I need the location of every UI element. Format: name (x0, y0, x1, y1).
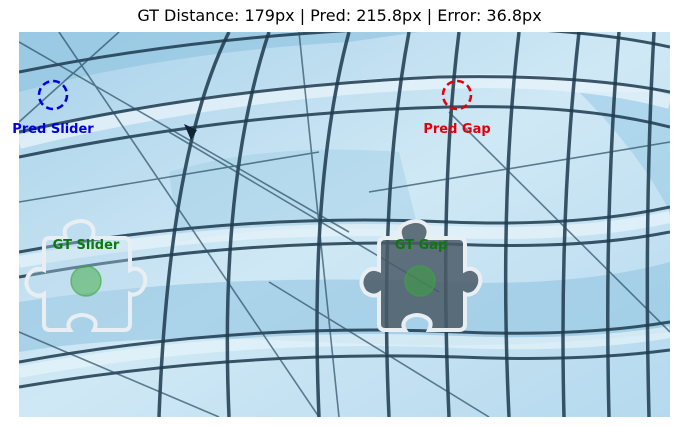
glass-facade-background (19, 32, 670, 417)
pred-slider-label: Pred Slider (12, 122, 94, 137)
gt-gap-label: GT Gap (394, 238, 448, 253)
captcha-image[interactable] (19, 32, 670, 417)
pred-gap-label: Pred Gap (423, 122, 491, 137)
gt-slider-label: GT Slider (52, 238, 120, 253)
figure-title: GT Distance: 179px | Pred: 215.8px | Err… (137, 6, 542, 25)
